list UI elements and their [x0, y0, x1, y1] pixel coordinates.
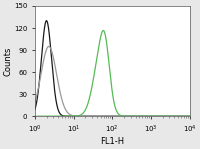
- Y-axis label: Counts: Counts: [3, 46, 12, 76]
- X-axis label: FL1-H: FL1-H: [100, 136, 124, 146]
